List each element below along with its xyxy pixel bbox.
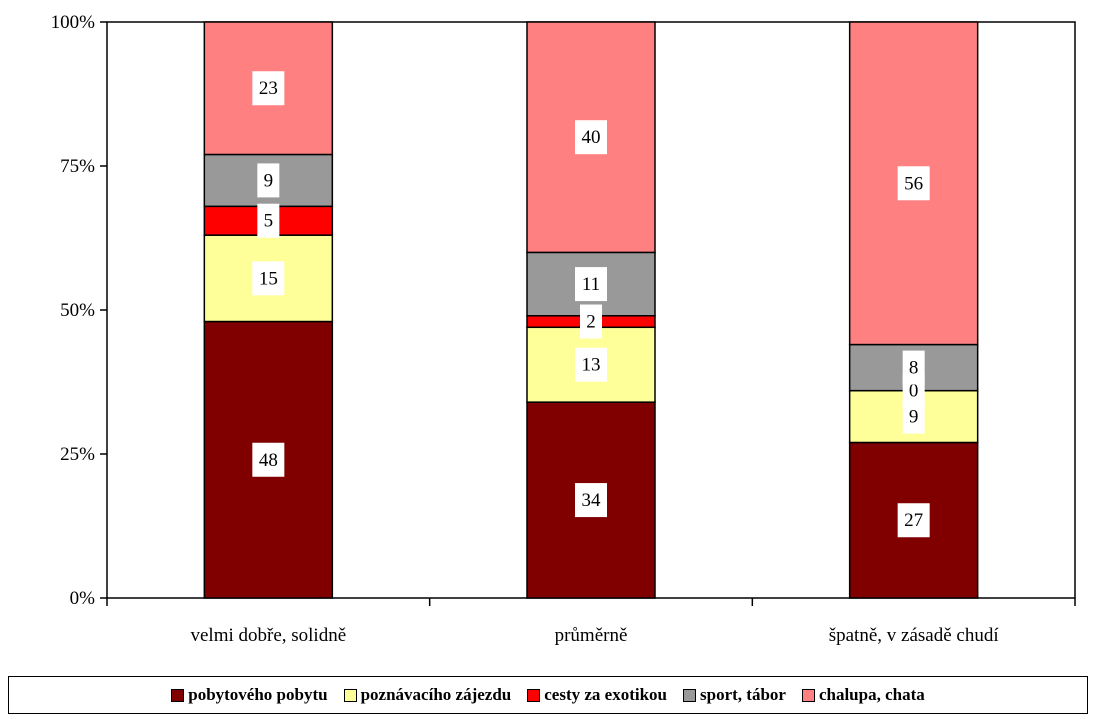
data-label-box [252, 442, 285, 477]
data-label: 9 [264, 170, 274, 191]
data-label-box [902, 399, 925, 434]
data-label: 27 [904, 510, 923, 531]
y-tick-label: 50% [60, 300, 95, 321]
bar-segment [526, 401, 656, 599]
x-category-label: velmi dobře, solidně [190, 625, 346, 646]
data-label-box [575, 347, 607, 382]
data-label-box [902, 350, 925, 385]
stacked-bar-chart: 0% 25% 50% 75% 100% 48 15 5 9 23 velmi dobře, soli… [51, 12, 1076, 646]
data-label-box [575, 483, 607, 518]
data-label: 15 [259, 268, 278, 289]
legend-label: poznávacího zájezdu [360, 685, 512, 704]
data-label-box [257, 203, 280, 238]
plot-area: 0% 25% 50% 75% 100% 48 15 5 9 23 velmi dobře, soli… [51, 12, 1076, 646]
legend-label: sport, tábor [700, 685, 786, 704]
data-label-box [575, 120, 607, 155]
data-label: 56 [904, 173, 923, 194]
data-label: 48 [259, 450, 278, 471]
legend-label: pobytového pobytu [188, 685, 328, 704]
data-label: 8 [909, 358, 919, 379]
legend-swatch [801, 688, 815, 702]
data-label: 23 [259, 78, 278, 99]
legend-item: chalupa, chata [801, 685, 925, 705]
data-label-box [575, 267, 607, 302]
data-label: 34 [582, 490, 602, 511]
data-label-box [897, 166, 930, 201]
y-tick-label: 25% [60, 444, 95, 465]
data-label: 2 [586, 312, 596, 333]
data-label: 5 [264, 211, 274, 232]
data-label-box [897, 503, 930, 538]
data-label-box [257, 163, 280, 198]
legend: pobytového pobytu poznávacího zájezdu cest… [8, 676, 1088, 714]
legend-item: sport, tábor [683, 685, 786, 705]
data-label-box [580, 304, 602, 339]
legend-item: poznávacího zájezdu [343, 685, 512, 705]
data-label: 40 [582, 127, 601, 148]
legend-item: cesty za exotikou [527, 685, 667, 705]
x-category-label: průměrně [555, 625, 628, 646]
y-tick-label: 75% [60, 156, 95, 177]
data-label-box [252, 261, 285, 296]
legend-swatch [171, 688, 185, 702]
legend-swatch [683, 688, 696, 702]
data-label: 11 [582, 274, 600, 295]
data-label: 0 [909, 381, 919, 402]
legend-label: cesty za exotikou [544, 685, 667, 704]
data-label-box [252, 71, 285, 106]
legend-label: chalupa, chata [818, 685, 925, 704]
y-tick-label: 100% [51, 12, 96, 33]
data-label: 13 [582, 355, 601, 376]
x-category-label: špatně, v zásadě chudí [829, 625, 1000, 646]
data-label: 9 [909, 407, 919, 428]
legend-swatch [527, 688, 541, 702]
legend-swatch [343, 688, 357, 702]
y-tick-label: 0% [70, 588, 96, 609]
legend-item: pobytového pobytu [171, 685, 328, 705]
